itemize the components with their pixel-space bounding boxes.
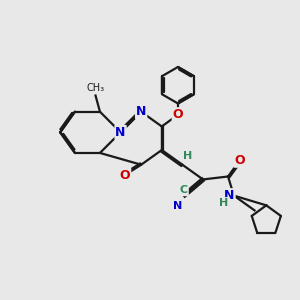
Text: O: O — [173, 108, 183, 121]
Text: O: O — [120, 169, 130, 182]
Text: C: C — [180, 185, 188, 195]
Text: CH₃: CH₃ — [86, 82, 105, 93]
Text: N: N — [224, 189, 235, 202]
Text: N: N — [173, 201, 183, 211]
Text: O: O — [235, 154, 245, 167]
Text: N: N — [136, 105, 146, 118]
Text: H: H — [219, 198, 228, 208]
Text: H: H — [183, 152, 192, 161]
Text: N: N — [116, 126, 126, 139]
